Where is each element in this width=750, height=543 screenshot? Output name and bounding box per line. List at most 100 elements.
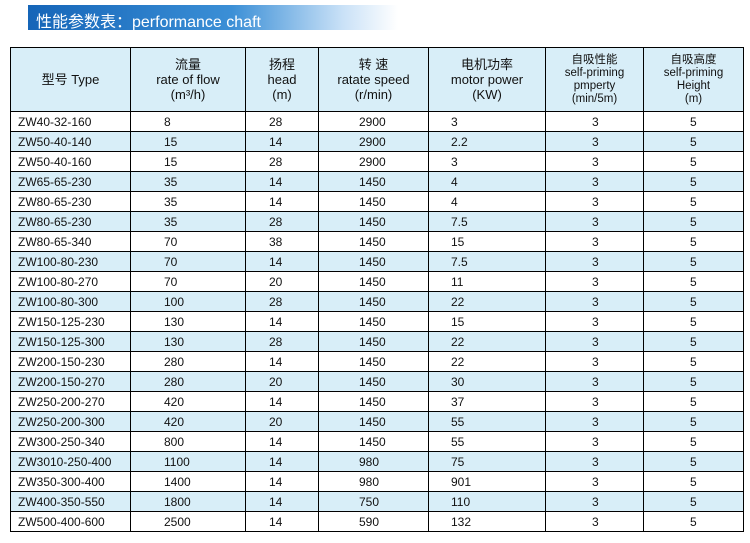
table-cell: 70	[130, 231, 246, 252]
table-cell: 980	[318, 451, 429, 472]
header-line: ratate speed	[337, 72, 410, 87]
table-cell: 280	[130, 351, 246, 372]
table-cell: ZW350-300-400	[10, 471, 131, 492]
table-cell: 5	[643, 151, 744, 172]
table-cell: 14	[245, 251, 319, 272]
column-header: 电机功率 motor power (KW)	[428, 47, 546, 112]
table-cell: 1450	[318, 351, 429, 372]
table-cell: 28	[245, 151, 319, 172]
header-line: 自吸性能	[571, 53, 618, 66]
table-cell: 14	[245, 311, 319, 332]
table-cell: 3	[545, 291, 644, 312]
table-cell: 100	[130, 291, 246, 312]
title-banner: 性能参数表：performance chaft	[28, 5, 398, 31]
table-cell: ZW500-400-600	[10, 511, 131, 532]
header-line: 转 速	[358, 57, 389, 72]
table-cell: 20	[245, 271, 319, 292]
table-row: ZW50-40-140 15 14 2900 2.2 3 5	[10, 131, 744, 152]
table-cell: 5	[643, 371, 744, 392]
table-cell: ZW50-40-140	[10, 131, 131, 152]
table-cell: 1450	[318, 391, 429, 412]
table-cell: 14	[245, 191, 319, 212]
header-line: self-priming	[564, 66, 625, 79]
table-cell: 14	[245, 391, 319, 412]
column-header: 型号 Type	[10, 47, 131, 112]
header-line: (min/5m)	[571, 92, 618, 105]
table-cell: 3	[545, 211, 644, 232]
table-cell: 3	[428, 111, 546, 132]
table-cell: ZW3010-250-400	[10, 451, 131, 472]
table-cell: 3	[545, 271, 644, 292]
table-cell: 4	[428, 171, 546, 192]
table-cell: 5	[643, 191, 744, 212]
table-row: ZW350-300-400 1400 14 980 901 3 5	[10, 471, 744, 492]
table-cell: 1450	[318, 311, 429, 332]
table-cell: 3	[545, 371, 644, 392]
table-row: ZW65-65-230 35 14 1450 4 3 5	[10, 171, 744, 192]
table-cell: ZW40-32-160	[10, 111, 131, 132]
table-cell: 1100	[130, 451, 246, 472]
header-line: self-priming	[663, 66, 724, 79]
table-cell: 3	[428, 151, 546, 172]
table-cell: ZW150-125-300	[10, 331, 131, 352]
table-row: ZW150-125-230 130 14 1450 15 3 5	[10, 311, 744, 332]
header-line: 电机功率	[460, 57, 513, 72]
table-cell: 1450	[318, 251, 429, 272]
table-cell: 130	[130, 331, 246, 352]
table-cell: 3	[545, 191, 644, 212]
table-cell: 2.2	[428, 131, 546, 152]
table-cell: 15	[130, 131, 246, 152]
table-cell: 1450	[318, 191, 429, 212]
table-cell: 30	[428, 371, 546, 392]
table-cell: 1450	[318, 291, 429, 312]
table-cell: 5	[643, 491, 744, 512]
table-cell: 75	[428, 451, 546, 472]
table-row: ZW80-65-230 35 28 1450 7.5 3 5	[10, 211, 744, 232]
table-cell: 5	[643, 431, 744, 452]
table-cell: 8	[130, 111, 246, 132]
table-cell: 55	[428, 431, 546, 452]
table-cell: 1450	[318, 411, 429, 432]
table-cell: 1450	[318, 211, 429, 232]
header-line: (m³/h)	[170, 87, 206, 102]
column-header: 扬程 head (m)	[245, 47, 319, 112]
column-header: 自吸性能 self-priming pmperty (min/5m)	[545, 47, 644, 112]
table-cell: 5	[643, 331, 744, 352]
table-cell: 3	[545, 351, 644, 372]
table-cell: 5	[643, 231, 744, 252]
table-cell: ZW200-150-230	[10, 351, 131, 372]
table-cell: 5	[643, 391, 744, 412]
table-cell: 5	[643, 271, 744, 292]
header-line: motor power	[450, 72, 524, 87]
table-cell: 14	[245, 491, 319, 512]
table-row: ZW400-350-550 1800 14 750 110 3 5	[10, 491, 744, 512]
table-cell: 980	[318, 471, 429, 492]
page-title: 性能参数表：performance chaft	[36, 14, 261, 31]
table-row: ZW500-400-600 2500 14 590 132 3 5	[10, 511, 744, 532]
header-line: (m)	[684, 92, 703, 105]
table-cell: 15	[130, 151, 246, 172]
table-cell: 3	[545, 111, 644, 132]
column-header: 自吸高度 self-priming Height (m)	[643, 47, 744, 112]
table-cell: ZW80-65-230	[10, 211, 131, 232]
table-cell: 130	[130, 311, 246, 332]
table-cell: 901	[428, 471, 546, 492]
table-cell: ZW80-65-340	[10, 231, 131, 252]
header-line: (KW)	[472, 87, 502, 102]
table-cell: 35	[130, 171, 246, 192]
table-cell: 5	[643, 311, 744, 332]
table-cell: 11	[428, 271, 546, 292]
table-cell: 1400	[130, 471, 246, 492]
table-row: ZW200-150-230 280 14 1450 22 3 5	[10, 351, 744, 372]
table-cell: 5	[643, 131, 744, 152]
table-cell: ZW80-65-230	[10, 191, 131, 212]
table-cell: 38	[245, 231, 319, 252]
table-cell: 3	[545, 491, 644, 512]
table-body: ZW40-32-160 8 28 2900 3 3 5 ZW50-40-140 15 14 2900…	[10, 111, 744, 532]
table-cell: 1450	[318, 431, 429, 452]
table-cell: 22	[428, 331, 546, 352]
table-cell: 22	[428, 351, 546, 372]
